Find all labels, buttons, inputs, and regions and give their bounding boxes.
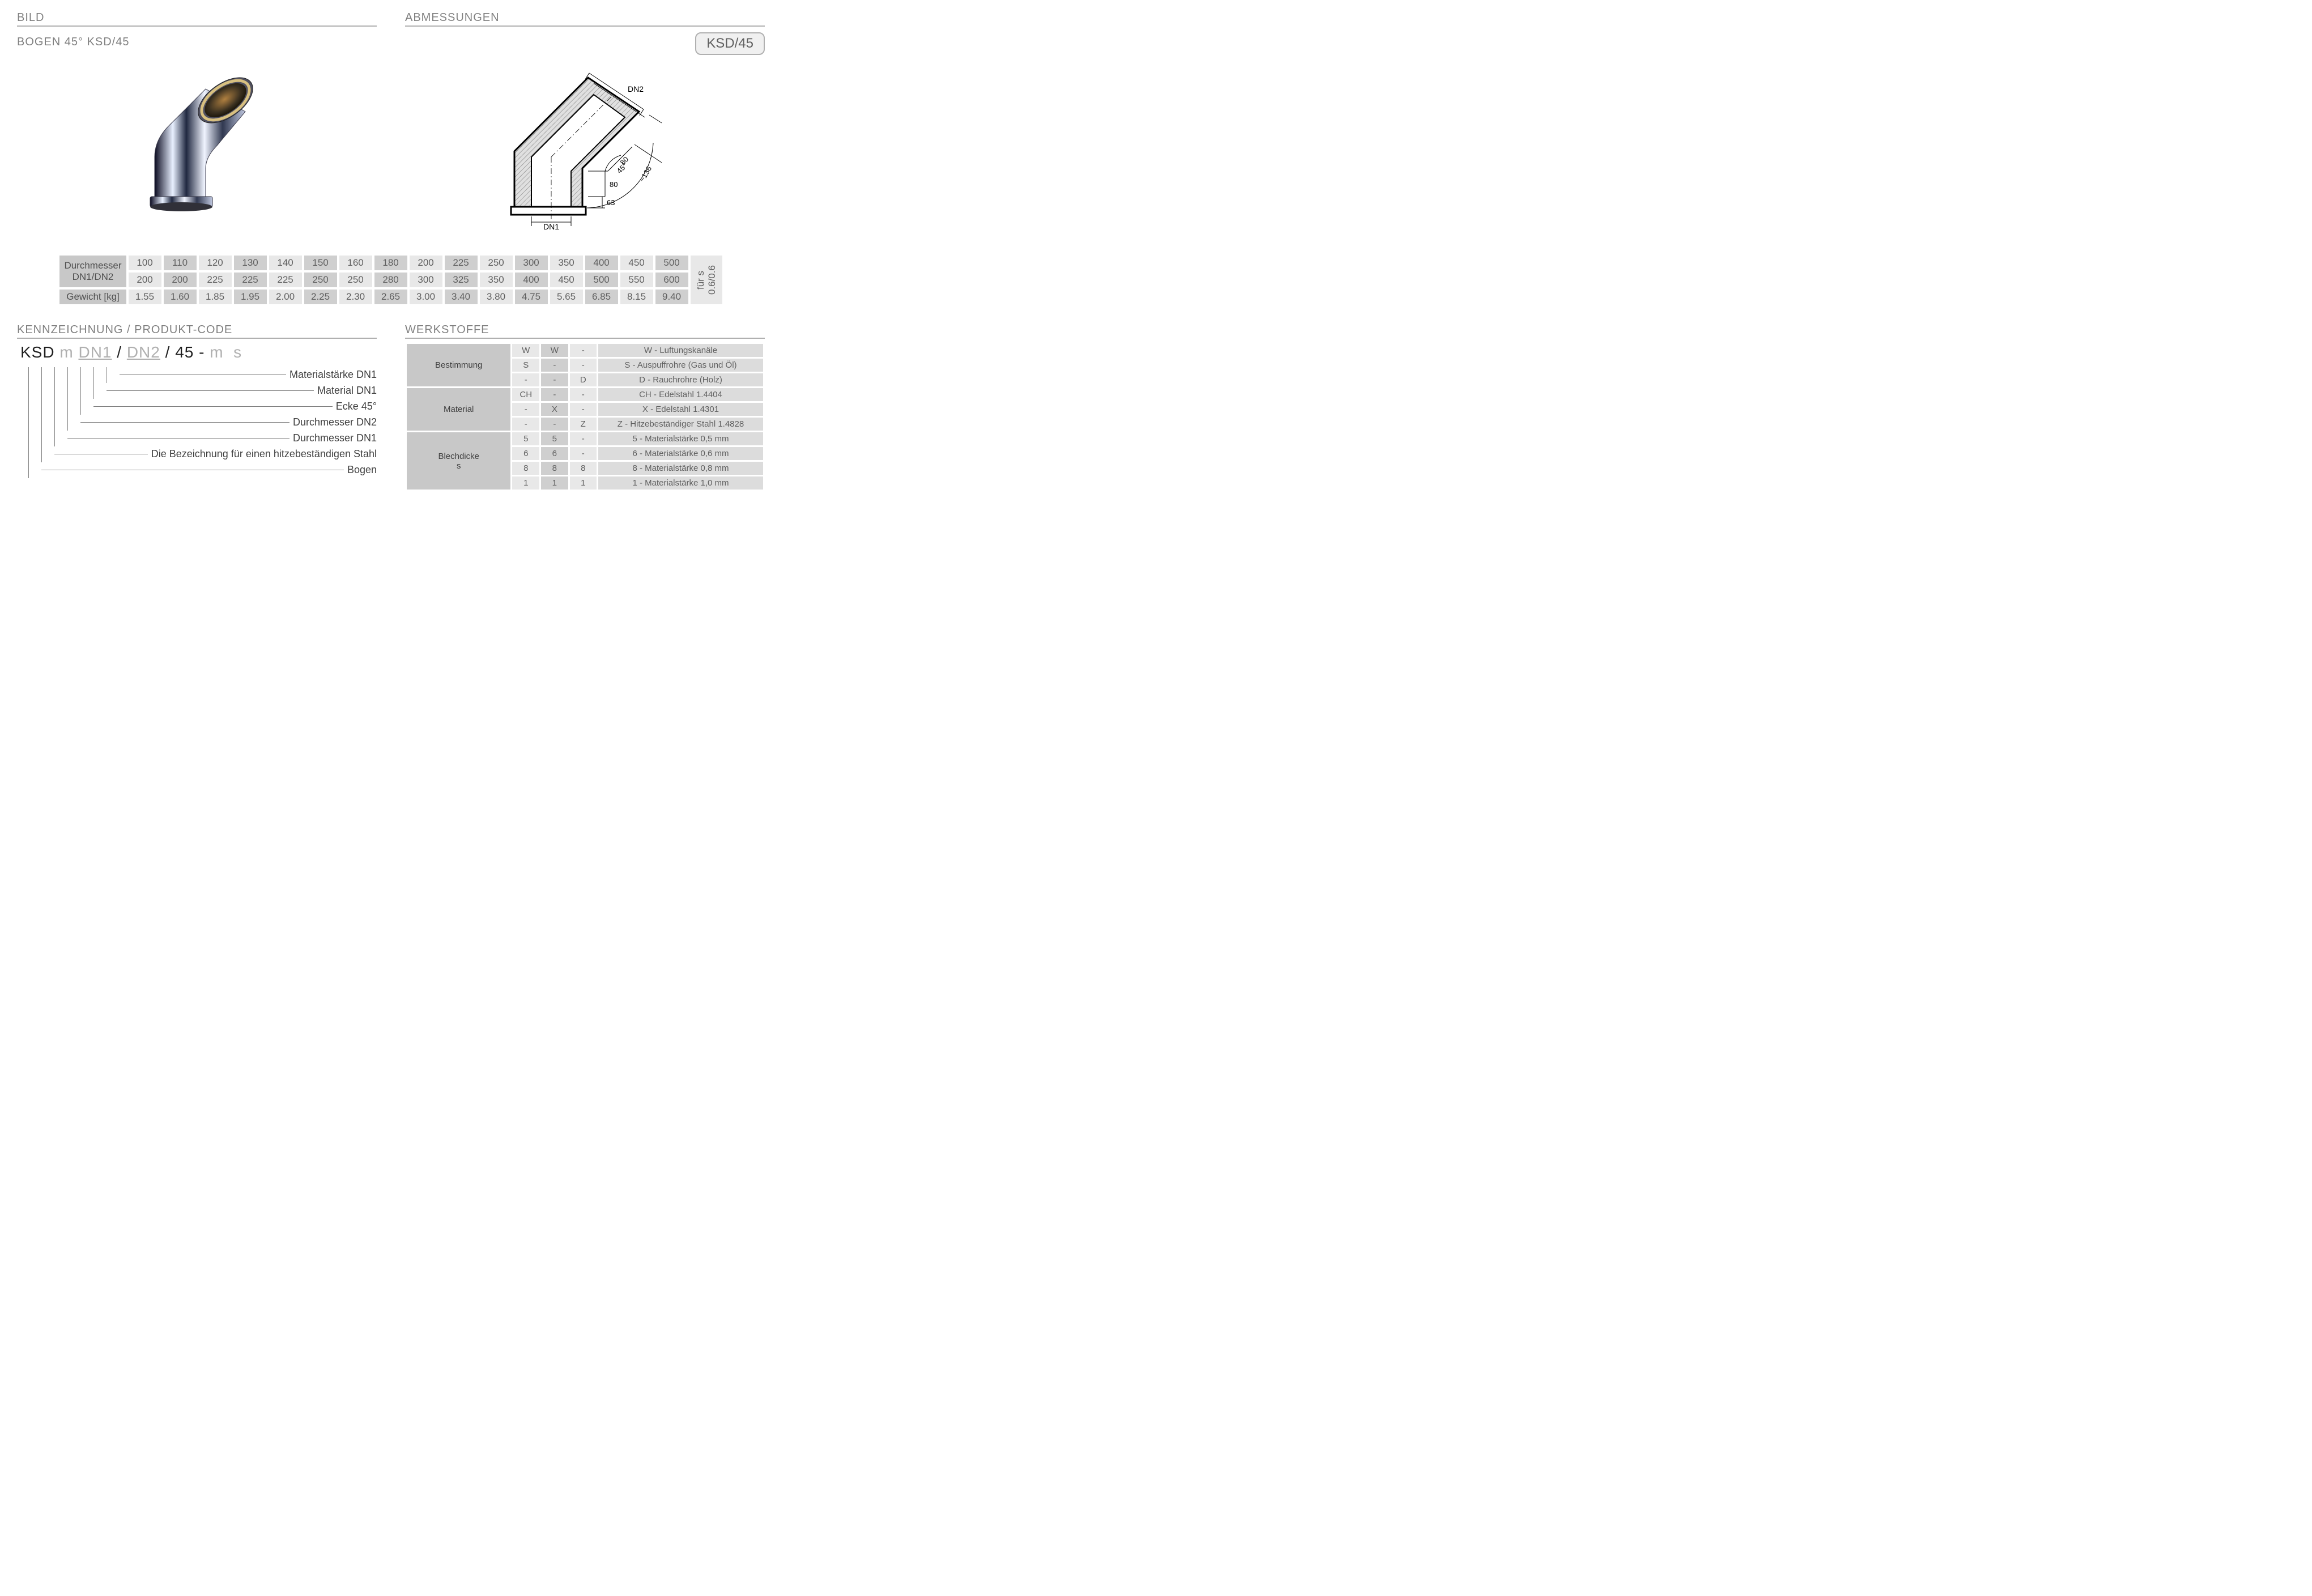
svg-text:63: 63 [607, 198, 615, 207]
section-werkstoffe: WERKSTOFFE [405, 324, 765, 339]
section-kennzeichnung: KENNZEICHNUNG / PRODUKT-CODE [17, 324, 377, 339]
section-abmessungen: ABMESSUNGEN [405, 11, 765, 27]
product-code-pattern: KSD m DN1 / DN2 / 45 - m s [20, 343, 377, 361]
svg-text:DN1: DN1 [543, 222, 559, 231]
product-title: BOGEN 45° KSD/45 [17, 36, 130, 49]
technical-drawing: DN1 DN2 63 80 80 45° ~136 [411, 61, 765, 231]
werkstoffe-table: BestimmungWW-W - LuftungskanäleS--S - Au… [405, 342, 765, 491]
product-badge: KSD/45 [695, 32, 765, 55]
svg-text:DN2: DN2 [628, 84, 644, 93]
section-bild: BILD [17, 11, 377, 27]
code-tree: Materialstärke DN1Material DN1Ecke 45°Du… [28, 367, 377, 478]
render-image [17, 61, 371, 231]
svg-text:~136: ~136 [637, 165, 653, 184]
dimension-table: DurchmesserDN1/DN21001101201301401501601… [57, 253, 724, 307]
svg-text:80: 80 [610, 180, 618, 189]
